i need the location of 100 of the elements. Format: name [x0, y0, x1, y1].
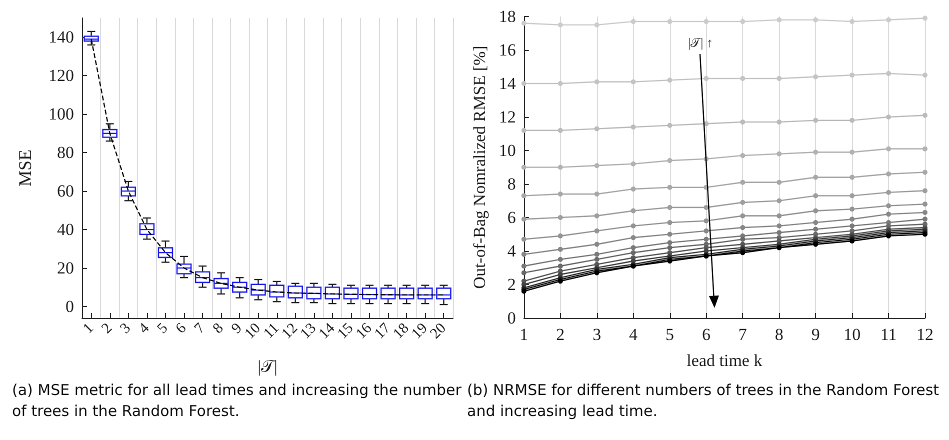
point [630, 250, 636, 256]
y-axis-title: MSE [15, 149, 35, 187]
point [850, 223, 855, 228]
point [813, 17, 818, 22]
point [740, 213, 746, 218]
y-tick-label: 4 [507, 242, 516, 260]
point [850, 206, 855, 212]
point [704, 218, 709, 224]
point [667, 204, 672, 210]
y-tick-label: 8 [507, 174, 516, 194]
text: (b) NRMSE for different numbers of trees in the Random Forest and increasing lead time. [466, 380, 940, 422]
point [740, 19, 746, 24]
point [667, 122, 672, 128]
point [813, 118, 818, 123]
point [667, 220, 672, 226]
point [813, 226, 818, 232]
y-tick-label: 0 [66, 296, 74, 316]
point [704, 204, 709, 210]
point [886, 190, 892, 195]
point [850, 216, 855, 222]
point [558, 22, 563, 28]
y-tick-label: 12 [498, 108, 516, 126]
point [594, 242, 600, 247]
point [850, 193, 855, 198]
x-tick-label: 11 [880, 325, 897, 344]
point [776, 76, 782, 81]
point [667, 184, 672, 190]
point [704, 76, 709, 81]
point [630, 79, 636, 84]
point [922, 210, 928, 215]
y-tick-label: 120 [48, 66, 74, 86]
point [850, 72, 855, 78]
y-tick-label: 6 [507, 208, 516, 227]
point [704, 236, 709, 242]
y-tick-label: 10 [498, 141, 516, 160]
y-tick-label: 100 [48, 104, 74, 124]
point [521, 270, 526, 276]
x-tick-label: 3 [592, 325, 602, 344]
point [594, 192, 600, 197]
x-tick-label: 4 [136, 320, 153, 337]
point [594, 163, 600, 168]
point [922, 188, 928, 194]
y-tick-label: 2 [507, 275, 516, 294]
annotation: |𝒯| ↑ [688, 35, 713, 50]
point [886, 146, 892, 152]
point [740, 153, 746, 158]
y-tick-label: 16 [498, 40, 516, 60]
point [630, 124, 636, 130]
y-tick-label: 40 [57, 220, 74, 240]
y-tick-label: 14 [498, 74, 516, 93]
point [594, 22, 600, 28]
point [667, 78, 672, 83]
point [521, 81, 526, 86]
y-tick-label: 20 [57, 258, 74, 278]
x-tick-label: 7 [192, 320, 209, 337]
point [850, 174, 855, 180]
x-tick-label: 4 [629, 325, 638, 344]
point [558, 246, 563, 252]
point [667, 158, 672, 164]
point [886, 203, 892, 208]
point [521, 236, 526, 242]
x-tick-label: 2 [556, 325, 565, 344]
point [776, 198, 782, 204]
y-axis-title: Out-of-Bag Nomralized RMSE [%] [470, 46, 489, 289]
point [776, 223, 782, 228]
point [630, 235, 636, 240]
point [813, 208, 818, 214]
x-tick-label: 10 [844, 325, 861, 344]
x-tick-label: 5 [154, 320, 172, 337]
point [886, 171, 892, 176]
point [776, 17, 782, 22]
x-tick-label: 5 [666, 325, 674, 344]
point [813, 193, 818, 198]
point [922, 216, 928, 222]
point [740, 76, 746, 81]
y-tick-label: 60 [57, 182, 74, 201]
x-tick-label: 8 [774, 325, 784, 344]
point [776, 120, 782, 125]
point [776, 151, 782, 156]
point [922, 16, 928, 21]
y-tick-label: 18 [498, 7, 516, 26]
point [521, 252, 526, 257]
x-tick-label: 2 [98, 320, 116, 337]
x-tick-label: 9 [811, 325, 820, 344]
x-tick-label: 1 [80, 320, 97, 337]
point [813, 220, 818, 226]
point [594, 256, 600, 262]
point [740, 180, 746, 185]
point [630, 223, 636, 228]
point [558, 264, 563, 269]
point [594, 252, 600, 257]
point [594, 213, 600, 218]
point [850, 118, 855, 123]
point [521, 216, 526, 222]
point [521, 264, 526, 269]
point [667, 245, 672, 250]
point [886, 212, 892, 217]
point [630, 208, 636, 214]
point [776, 180, 782, 185]
point [558, 233, 563, 238]
